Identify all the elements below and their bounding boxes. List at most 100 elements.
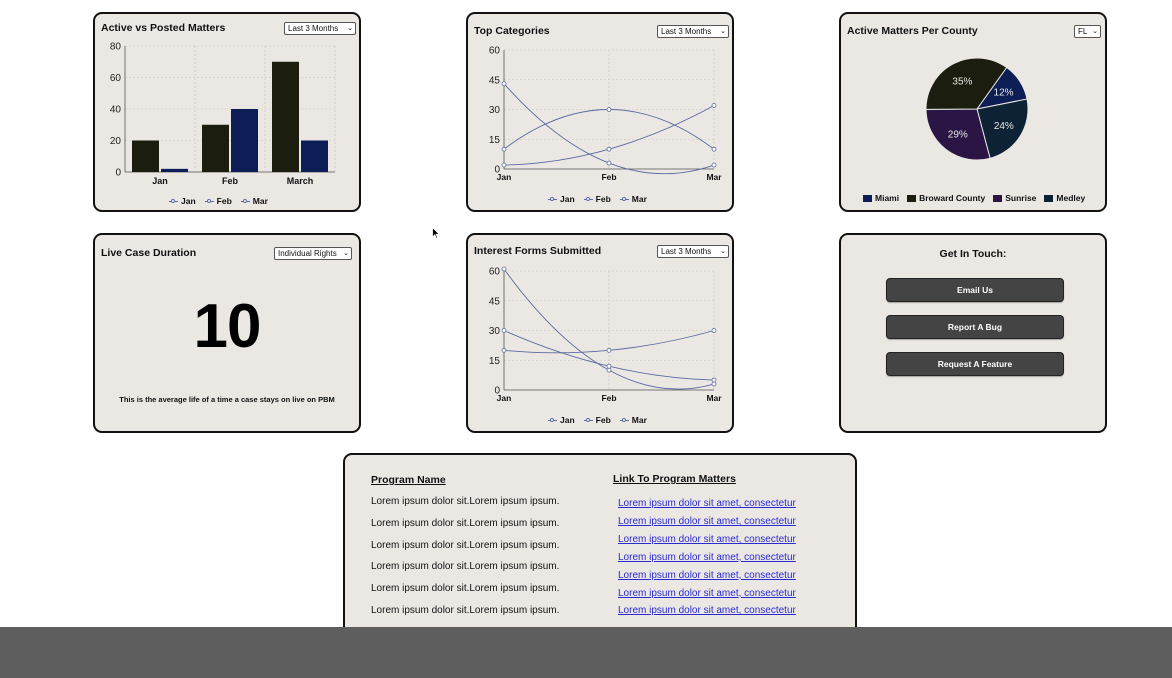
data-point [501, 328, 507, 333]
program-matters-link[interactable]: Lorem ipsum dolor sit amet, consectetur [618, 498, 796, 509]
y-tick-label: 80 [110, 42, 122, 53]
legend-swatch [863, 194, 872, 202]
data-point [711, 103, 717, 108]
x-tick-label: Mar [706, 393, 722, 403]
legend-item: Jan [548, 194, 575, 204]
x-tick-label: Jan [497, 393, 512, 403]
matters-per-county-pie: 12% 24% 29% 35% [925, 57, 1029, 161]
data-point [711, 162, 717, 168]
y-tick-label: 0 [494, 165, 500, 176]
legend-item-sunrise: Sunrise [993, 193, 1036, 203]
data-point [501, 81, 507, 87]
program-name-cell: Lorem ipsum dolor sit.Lorem ipsum ipsum. [371, 517, 560, 529]
active-vs-posted-period-select[interactable]: Last 3 Months ⌄ [284, 22, 356, 35]
program-link-header: Link To Program Matters [613, 473, 736, 485]
bar [231, 109, 258, 172]
category-select[interactable]: Individual Rights ⌄ [274, 247, 352, 260]
interest-forms-period-select[interactable]: Last 3 Months ⌄ [657, 245, 729, 258]
program-matters-link[interactable]: Lorem ipsum dolor sit amet, consectetur [618, 551, 796, 563]
data-point [501, 347, 507, 353]
y-tick-label: 15 [489, 356, 501, 367]
program-name-cell: Lorem ipsum dolor sit.Lorem ipsum ipsum. [371, 496, 560, 507]
legend-item: Mar [619, 415, 647, 425]
y-tick-label: 60 [110, 73, 122, 84]
duration-description: This is the average life of a time a cas… [119, 395, 335, 404]
legend-line-icon [169, 198, 178, 203]
y-tick-label: 60 [489, 46, 501, 57]
select-value: Last 3 Months [661, 247, 712, 256]
legend-item-medley: Medley [1044, 193, 1085, 203]
legend-line-icon [619, 196, 629, 201]
top-categories-card: Top Categories Last 3 Months ⌄ 0 15 30 45 60… [466, 12, 734, 212]
data-point [606, 107, 612, 112]
matters-per-county-card: Active Matters Per County FL ⌄ 12% 24% 29%… [839, 12, 1107, 212]
bar [272, 61, 299, 172]
program-name-cell: Lorem ipsum dolor sit.Lorem ipsum ipsum. [371, 605, 560, 616]
bar [132, 140, 159, 172]
legend-item-miami: Miami [863, 193, 899, 203]
x-tick-label: Mar [706, 172, 722, 182]
chevron-down-icon: ⌄ [343, 250, 349, 257]
contact-title: Get In Touch: [939, 248, 1007, 260]
chevron-down-icon: ⌄ [720, 28, 726, 35]
data-point [606, 160, 612, 166]
data-point [711, 377, 717, 383]
program-matters-link[interactable]: Lorem ipsum dolor sit amet, consectetur [618, 533, 796, 545]
legend-line-icon [240, 198, 250, 203]
data-point [711, 328, 717, 333]
legend-swatch [1044, 194, 1054, 202]
request-feature-button[interactable]: Request A Feature [886, 352, 1064, 376]
program-name-cell: Lorem ipsum dolor sit.Lorem ipsum ipsum. [371, 561, 560, 573]
pie-slice [976, 98, 1029, 159]
select-value: Last 3 Months [288, 24, 339, 33]
program-name-header: Program Name [371, 474, 446, 486]
legend-swatch [993, 194, 1003, 202]
legend-item: Feb [583, 194, 611, 204]
duration-value: 10 [193, 292, 262, 361]
email-us-button[interactable]: Email Us [886, 278, 1064, 302]
program-name-cell: Lorem ipsum dolor sit.Lorem ipsum ipsum. [371, 539, 560, 551]
data-point [606, 347, 612, 353]
data-point [501, 266, 507, 272]
top-categories-period-select[interactable]: Last 3 Months ⌄ [657, 25, 729, 38]
report-bug-button[interactable]: Report A Bug [886, 315, 1064, 339]
bar [161, 168, 188, 172]
legend-line-icon [619, 417, 629, 422]
select-value: Last 3 Months [661, 27, 712, 36]
program-matters-link[interactable]: Lorem ipsum dolor sit amet, consectetur [618, 515, 796, 527]
interest-forms-legend: Jan Feb Mar [548, 415, 647, 425]
select-value: FL [1078, 27, 1088, 36]
pie-slice [925, 57, 1008, 110]
data-point [501, 162, 507, 168]
matters-per-county-title: Active Matters Per County [847, 25, 978, 37]
pie-slice-label: 35% [952, 76, 972, 87]
interest-forms-title: Interest Forms Submitted [474, 245, 602, 257]
legend-line-icon [548, 417, 557, 422]
y-tick-label: 15 [489, 135, 501, 146]
chevron-down-icon: ⌄ [1092, 28, 1098, 35]
legend-item: Feb [204, 196, 232, 206]
matters-per-county-legend: Miami Broward County Sunrise Medley [863, 193, 1085, 203]
y-tick-label: 20 [110, 136, 122, 147]
state-select[interactable]: FL ⌄ [1074, 25, 1101, 38]
legend-item: Jan [548, 415, 575, 425]
pie-slice-label: 29% [948, 130, 968, 141]
program-matters-link[interactable]: Lorem ipsum dolor sit amet, consectetur [618, 605, 796, 617]
interest-forms-chart: 0 15 30 45 60 Jan Feb Mar [489, 266, 722, 404]
live-case-duration-title: Live Case Duration [101, 247, 197, 259]
program-matters-link[interactable]: Lorem ipsum dolor sit amet, consectetur [618, 587, 796, 599]
x-tick-label: Jan [152, 176, 168, 186]
data-point [606, 146, 612, 152]
live-case-duration-card: Live Case Duration Individual Rights ⌄ 1… [93, 233, 361, 433]
data-point [711, 146, 717, 152]
legend-item: Feb [583, 415, 611, 425]
select-value: Individual Rights [278, 249, 337, 258]
x-tick-label: Feb [601, 393, 616, 403]
program-matters-link[interactable]: Lorem ipsum dolor sit amet, consectetur [618, 569, 796, 581]
pie-slice-label: 24% [994, 121, 1014, 132]
data-point [711, 381, 717, 387]
x-tick-label: Jan [497, 172, 512, 182]
chevron-down-icon: ⌄ [347, 25, 353, 32]
pie-slice [925, 108, 991, 161]
x-tick-label: Feb [222, 176, 239, 186]
